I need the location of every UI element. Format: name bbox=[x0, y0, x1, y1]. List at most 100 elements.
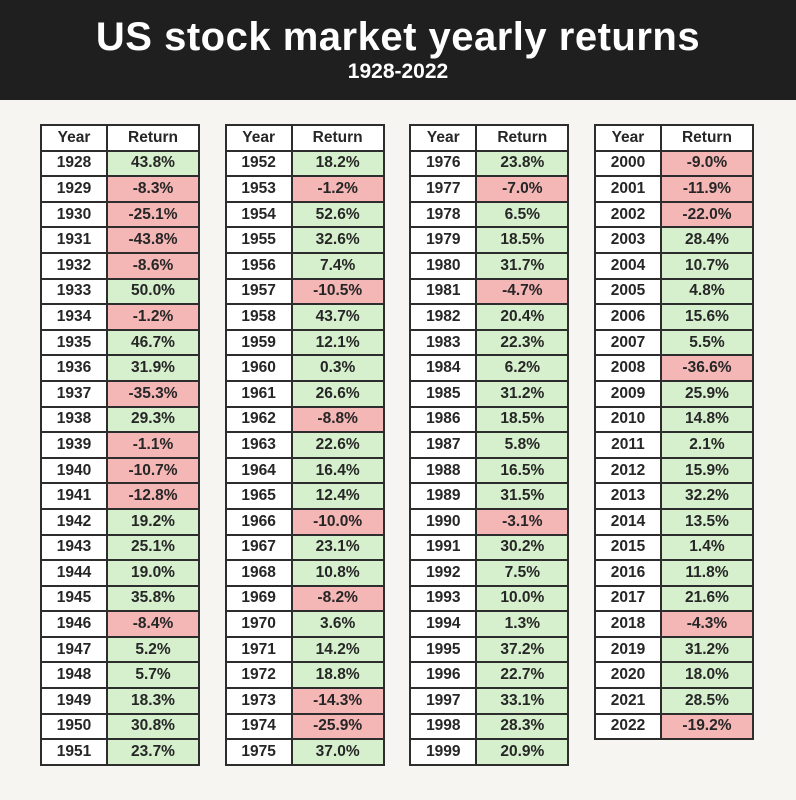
return-cell: 0.3% bbox=[290, 354, 385, 382]
year-cell: 1939 bbox=[40, 431, 108, 459]
year-cell: 2018 bbox=[593, 610, 662, 638]
year-cell: 1989 bbox=[409, 482, 478, 510]
return-cell: 19.0% bbox=[106, 559, 200, 587]
year-cell: 2015 bbox=[593, 533, 662, 562]
table-row: 1940 -10.7% bbox=[40, 456, 200, 485]
table-row: 1972 18.8% bbox=[224, 661, 385, 690]
table-row: 1976 23.8% bbox=[409, 149, 570, 178]
returns-table-1952-1975: Year Return 1952 18.2% 1953 -1.2% 1954 52.6% 195… bbox=[224, 124, 385, 766]
year-cell: 1949 bbox=[40, 687, 108, 715]
return-cell: 12.1% bbox=[290, 328, 385, 357]
year-cell: 1988 bbox=[409, 456, 478, 485]
return-cell: 33.1% bbox=[475, 687, 570, 715]
table-row: 1970 3.6% bbox=[224, 610, 385, 638]
table-row: 1942 19.2% bbox=[40, 507, 200, 536]
return-cell: 3.6% bbox=[290, 610, 385, 638]
year-cell: 1941 bbox=[40, 482, 108, 510]
year-cell: 2020 bbox=[593, 661, 662, 690]
table-row: 1975 37.0% bbox=[224, 738, 385, 766]
table-row: 1974 -25.9% bbox=[224, 712, 385, 741]
return-cell: 4.8% bbox=[659, 277, 754, 306]
return-cell: -1.2% bbox=[106, 303, 200, 331]
year-cell: 1962 bbox=[224, 405, 293, 434]
table-row: 1947 5.2% bbox=[40, 635, 200, 664]
return-cell: -3.1% bbox=[475, 507, 570, 536]
table-row: 1944 19.0% bbox=[40, 559, 200, 587]
return-cell: 19.2% bbox=[106, 507, 200, 536]
year-cell: 1935 bbox=[40, 328, 108, 357]
return-cell: 31.7% bbox=[475, 251, 570, 280]
table-header-row: Year Return bbox=[224, 124, 385, 152]
return-cell: 14.2% bbox=[290, 635, 385, 664]
table-header-row: Year Return bbox=[40, 124, 200, 152]
table-row: 1954 52.6% bbox=[224, 200, 385, 229]
year-cell: 1933 bbox=[40, 277, 108, 306]
table-row: 1952 18.2% bbox=[224, 149, 385, 178]
year-cell: 1937 bbox=[40, 379, 108, 408]
year-cell: 1955 bbox=[224, 226, 293, 254]
table-row: 1971 14.2% bbox=[224, 635, 385, 664]
year-cell: 1948 bbox=[40, 661, 108, 690]
return-cell: 23.8% bbox=[475, 149, 570, 178]
year-cell: 1976 bbox=[409, 149, 478, 178]
table-row: 2008 -36.6% bbox=[593, 354, 754, 382]
return-cell: -10.7% bbox=[106, 456, 200, 485]
return-cell: -14.3% bbox=[290, 687, 385, 715]
return-cell: 2.1% bbox=[659, 431, 754, 459]
return-cell: 31.9% bbox=[106, 354, 200, 382]
table-row: 1985 31.2% bbox=[409, 379, 570, 408]
table-row: 1968 10.8% bbox=[224, 559, 385, 587]
return-cell: 30.2% bbox=[475, 533, 570, 562]
table-row: 1994 1.3% bbox=[409, 610, 570, 638]
table-row: 2003 28.4% bbox=[593, 226, 754, 254]
table-row: 1951 23.7% bbox=[40, 738, 200, 766]
return-cell: 32.6% bbox=[290, 226, 385, 254]
table-row: 1934 -1.2% bbox=[40, 303, 200, 331]
table-row: 1937 -35.3% bbox=[40, 379, 200, 408]
year-cell: 1974 bbox=[224, 712, 293, 741]
year-cell: 2008 bbox=[593, 354, 662, 382]
table-row: 2005 4.8% bbox=[593, 277, 754, 306]
table-row: 2013 32.2% bbox=[593, 482, 754, 510]
year-cell: 1957 bbox=[224, 277, 293, 306]
year-cell: 1960 bbox=[224, 354, 293, 382]
return-cell: -1.2% bbox=[290, 175, 385, 203]
year-cell: 1991 bbox=[409, 533, 478, 562]
return-cell: -4.7% bbox=[475, 277, 570, 306]
table-row: 2010 14.8% bbox=[593, 405, 754, 434]
year-cell: 1968 bbox=[224, 559, 293, 587]
year-cell: 2009 bbox=[593, 379, 662, 408]
return-cell: 6.2% bbox=[475, 354, 570, 382]
table-row: 1990 -3.1% bbox=[409, 507, 570, 536]
table-row: 1936 31.9% bbox=[40, 354, 200, 382]
table-row: 1946 -8.4% bbox=[40, 610, 200, 638]
table-row: 1983 22.3% bbox=[409, 328, 570, 357]
table-row: 2015 1.4% bbox=[593, 533, 754, 562]
year-cell: 1965 bbox=[224, 482, 293, 510]
year-cell: 1940 bbox=[40, 456, 108, 485]
returns-table-2000-2022: Year Return 2000 -9.0% 2001 -11.9% 2002 -22.0% 2… bbox=[593, 124, 754, 741]
table-header-row: Year Return bbox=[593, 124, 754, 152]
year-column-header: Year bbox=[224, 124, 293, 152]
table-row: 1961 26.6% bbox=[224, 379, 385, 408]
return-cell: -1.1% bbox=[106, 431, 200, 459]
year-column-header: Year bbox=[40, 124, 108, 152]
return-cell: 31.2% bbox=[659, 635, 754, 664]
return-cell: 5.7% bbox=[106, 661, 200, 690]
table-row: 1963 22.6% bbox=[224, 431, 385, 459]
table-row: 1977 -7.0% bbox=[409, 175, 570, 203]
year-cell: 2021 bbox=[593, 687, 662, 715]
return-cell: 18.0% bbox=[659, 661, 754, 690]
year-cell: 1979 bbox=[409, 226, 478, 254]
return-cell: 5.2% bbox=[106, 635, 200, 664]
table-row: 1955 32.6% bbox=[224, 226, 385, 254]
return-cell: -25.1% bbox=[106, 200, 200, 229]
year-cell: 1998 bbox=[409, 712, 478, 741]
year-cell: 1950 bbox=[40, 712, 108, 741]
table-row: 2022 -19.2% bbox=[593, 712, 754, 741]
table-row: 1928 43.8% bbox=[40, 149, 200, 178]
table-row: 1948 5.7% bbox=[40, 661, 200, 690]
year-cell: 1934 bbox=[40, 303, 108, 331]
year-cell: 1958 bbox=[224, 303, 293, 331]
return-cell: -9.0% bbox=[659, 149, 754, 178]
